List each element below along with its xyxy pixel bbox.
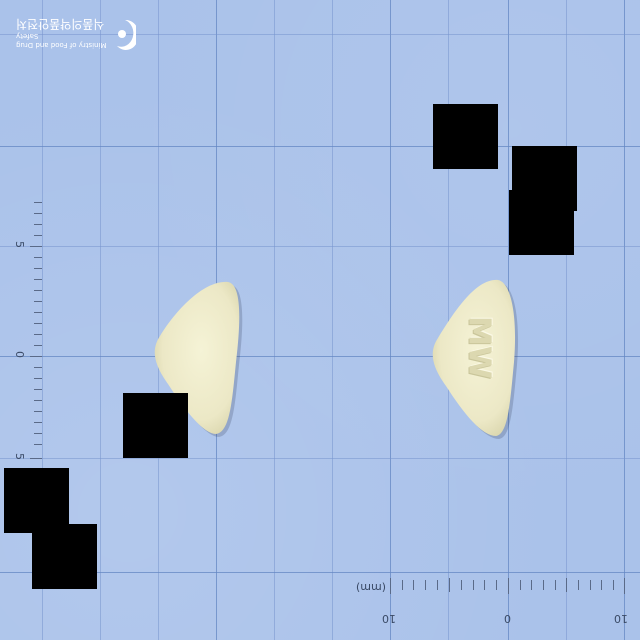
ruler-tick [34, 400, 42, 401]
grid-line [390, 0, 391, 640]
ruler-tick [425, 580, 426, 590]
ruler-tick [402, 580, 403, 590]
grid-line [332, 0, 333, 640]
mfds-logo: Ministry of Food and Drug Safety 식품의약품안전… [16, 14, 139, 58]
ruler-tick [34, 367, 42, 368]
redaction-box [433, 104, 498, 169]
logo-korean-text: 식품의약품안전처 [16, 17, 105, 31]
ruler-tick [496, 580, 497, 590]
logo-english-text: Ministry of Food and Drug Safety [16, 32, 107, 49]
grid-line [0, 572, 640, 573]
ruler-tick [30, 458, 42, 459]
ruler-tick [449, 578, 450, 592]
ruler-tick [437, 580, 438, 590]
ruler-tick [531, 580, 532, 590]
grid-line [0, 356, 640, 357]
ruler-tick [34, 389, 42, 390]
ruler-tick [34, 224, 42, 225]
ruler-tick [543, 580, 544, 590]
ruler-tick [34, 290, 42, 291]
redaction-box [32, 524, 97, 589]
ruler-tick [34, 433, 42, 434]
ruler-tick [34, 334, 42, 335]
ruler-unit-label: (mm) [356, 581, 387, 594]
taegeuk-emblem-icon [114, 18, 139, 50]
ruler-tick [34, 279, 42, 280]
ruler-tick [34, 345, 42, 346]
pill-front: MW [426, 272, 526, 444]
ruler-tick [590, 580, 591, 590]
ruler-tick [613, 580, 614, 590]
ruler-tick [34, 422, 42, 423]
redaction-box [4, 468, 69, 533]
pill-imprint-text: MW [461, 316, 497, 379]
grid-line [624, 0, 625, 640]
grid-line [100, 0, 101, 640]
ruler-tick [461, 580, 462, 590]
pill-back [146, 272, 246, 444]
ruler-label: 0 [504, 612, 511, 625]
redaction-box [509, 190, 574, 255]
ruler-tick [34, 323, 42, 324]
grid-line [42, 0, 43, 640]
ruler-tick [390, 578, 391, 594]
grid-line [0, 34, 640, 35]
ruler-tick [34, 312, 42, 313]
ruler-tick [413, 580, 414, 590]
grid-line [448, 0, 449, 640]
ruler-tick [566, 578, 567, 592]
ruler-label: 0 [13, 351, 26, 358]
ruler-tick [34, 257, 42, 258]
ruler-tick [520, 580, 521, 590]
ruler-tick [624, 578, 625, 594]
ruler-tick [508, 578, 509, 594]
ruler-tick [34, 301, 42, 302]
redaction-box [123, 393, 188, 458]
ruler-label: 5 [13, 241, 26, 248]
ruler-label: 10 [382, 612, 396, 625]
ruler-tick [34, 378, 42, 379]
grid-line [566, 0, 567, 640]
ruler-tick [34, 411, 42, 412]
ruler-tick [34, 444, 42, 445]
ruler-tick [34, 213, 42, 214]
ruler-tick [484, 580, 485, 590]
logo-text: Ministry of Food and Drug Safety 식품의약품안전… [16, 16, 112, 49]
ruler-label: 10 [614, 612, 628, 625]
ruler-tick [34, 268, 42, 269]
ruler-tick [473, 580, 474, 590]
ruler-tick [30, 246, 42, 247]
grid-line [0, 458, 640, 459]
ruler-tick [34, 235, 42, 236]
grid-line [0, 146, 640, 147]
ruler-tick [34, 202, 42, 203]
ruler-tick [30, 356, 42, 357]
grid-line [158, 0, 159, 640]
ruler-tick [601, 580, 602, 590]
ruler-label: 5 [13, 453, 26, 460]
ruler-tick [555, 580, 556, 590]
grid-line [0, 246, 640, 247]
pill-imprint: MW [462, 313, 497, 383]
grid-line [274, 0, 275, 640]
ruler-tick [578, 580, 579, 590]
